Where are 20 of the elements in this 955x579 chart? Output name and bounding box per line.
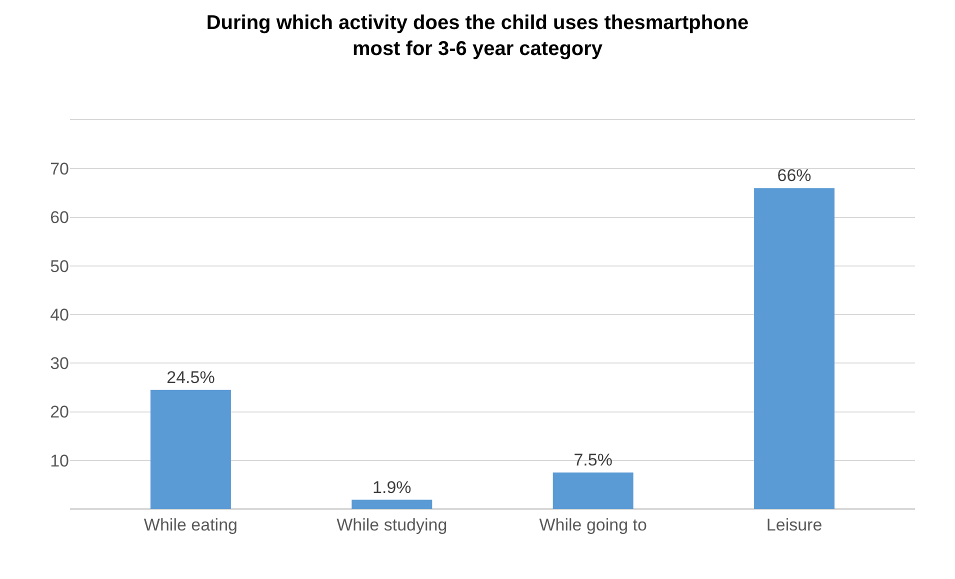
bar <box>754 188 835 509</box>
x-tick-label: While eating <box>144 515 238 534</box>
x-tick-label: While studying <box>336 515 448 534</box>
bar <box>552 472 634 509</box>
data-label: 1.9% <box>372 478 412 497</box>
x-tick-label: Leisure <box>766 515 822 534</box>
bar <box>150 390 231 509</box>
data-label: 7.5% <box>574 450 612 470</box>
y-tick-label: 50 <box>50 256 69 276</box>
y-tick-label: 70 <box>50 160 69 179</box>
bar <box>352 500 432 509</box>
y-tick-label: 10 <box>50 451 69 470</box>
chart-title: During which activity does the child uses thesmartphone most for 3-6 year category <box>206 12 749 60</box>
x-tick-label: While going to <box>539 515 647 534</box>
y-tick-label: 30 <box>50 354 69 374</box>
y-tick-label: 20 <box>50 402 69 422</box>
data-label: 66% <box>777 166 812 186</box>
y-tick-label: 40 <box>50 305 69 324</box>
y-tick-label: 60 <box>50 208 69 228</box>
data-label: 24.5% <box>166 368 215 387</box>
